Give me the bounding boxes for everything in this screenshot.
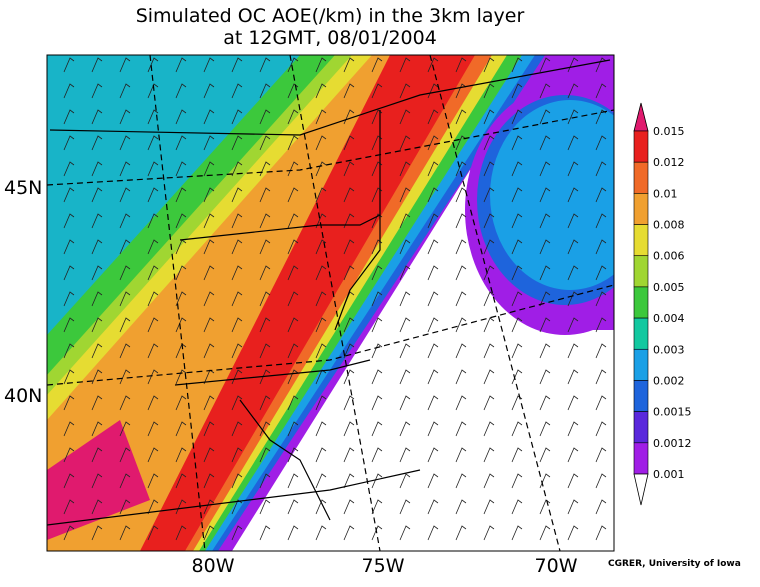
colorbar-segment (633, 380, 649, 412)
colorbar-segment (633, 130, 649, 163)
colorbar-label: 0.001 (653, 468, 685, 481)
colorbar-label: 0.0012 (653, 437, 692, 450)
lon-label: 80W (192, 555, 235, 577)
colorbar-segment (633, 193, 649, 225)
colorbar-label: 0.015 (653, 125, 685, 138)
credit: CGRER, University of Iowa (608, 559, 741, 569)
borders (47, 59, 611, 526)
wind-barbs (47, 55, 614, 551)
colorbar-label: 0.004 (653, 312, 685, 325)
lon-label: 70W (535, 555, 578, 577)
colorbar-segment (633, 317, 649, 350)
colorbar-bottom (633, 473, 649, 506)
colorbar-top (633, 102, 649, 132)
colorbar-label: 0.002 (653, 374, 685, 387)
colorbar-label: 0.006 (653, 250, 685, 263)
colorbar-segment (633, 442, 649, 475)
colorbar-label: 0.012 (653, 156, 685, 169)
colorbar-segment (633, 286, 649, 319)
lat-label: 40N (4, 385, 42, 407)
colorbar-label: 0.003 (653, 343, 685, 356)
colorbar-segment (633, 348, 649, 381)
colorbar-label: 0.0015 (653, 406, 692, 419)
title-line1: Simulated OC AOE(/km) in the 3km layer (136, 5, 525, 27)
map-frame (46, 54, 615, 552)
lon-label: 75W (362, 555, 405, 577)
graticule (47, 55, 614, 551)
colorbar: 0.015 0.012 0.01 0.008 0.006 0.005 0.004 0.003 0… (633, 102, 692, 506)
colorbar-segment (633, 161, 649, 194)
colorbar-segment (633, 224, 649, 257)
colorbar-segment (633, 255, 649, 288)
title-line2: at 12GMT, 08/01/2004 (223, 27, 437, 49)
colorbar-segment (633, 411, 649, 444)
colorbar-label: 0.005 (653, 281, 685, 294)
lat-label: 45N (4, 177, 42, 199)
colorbar-label: 0.008 (653, 219, 685, 232)
map (47, 55, 614, 551)
colorbar-label: 0.01 (653, 187, 678, 200)
